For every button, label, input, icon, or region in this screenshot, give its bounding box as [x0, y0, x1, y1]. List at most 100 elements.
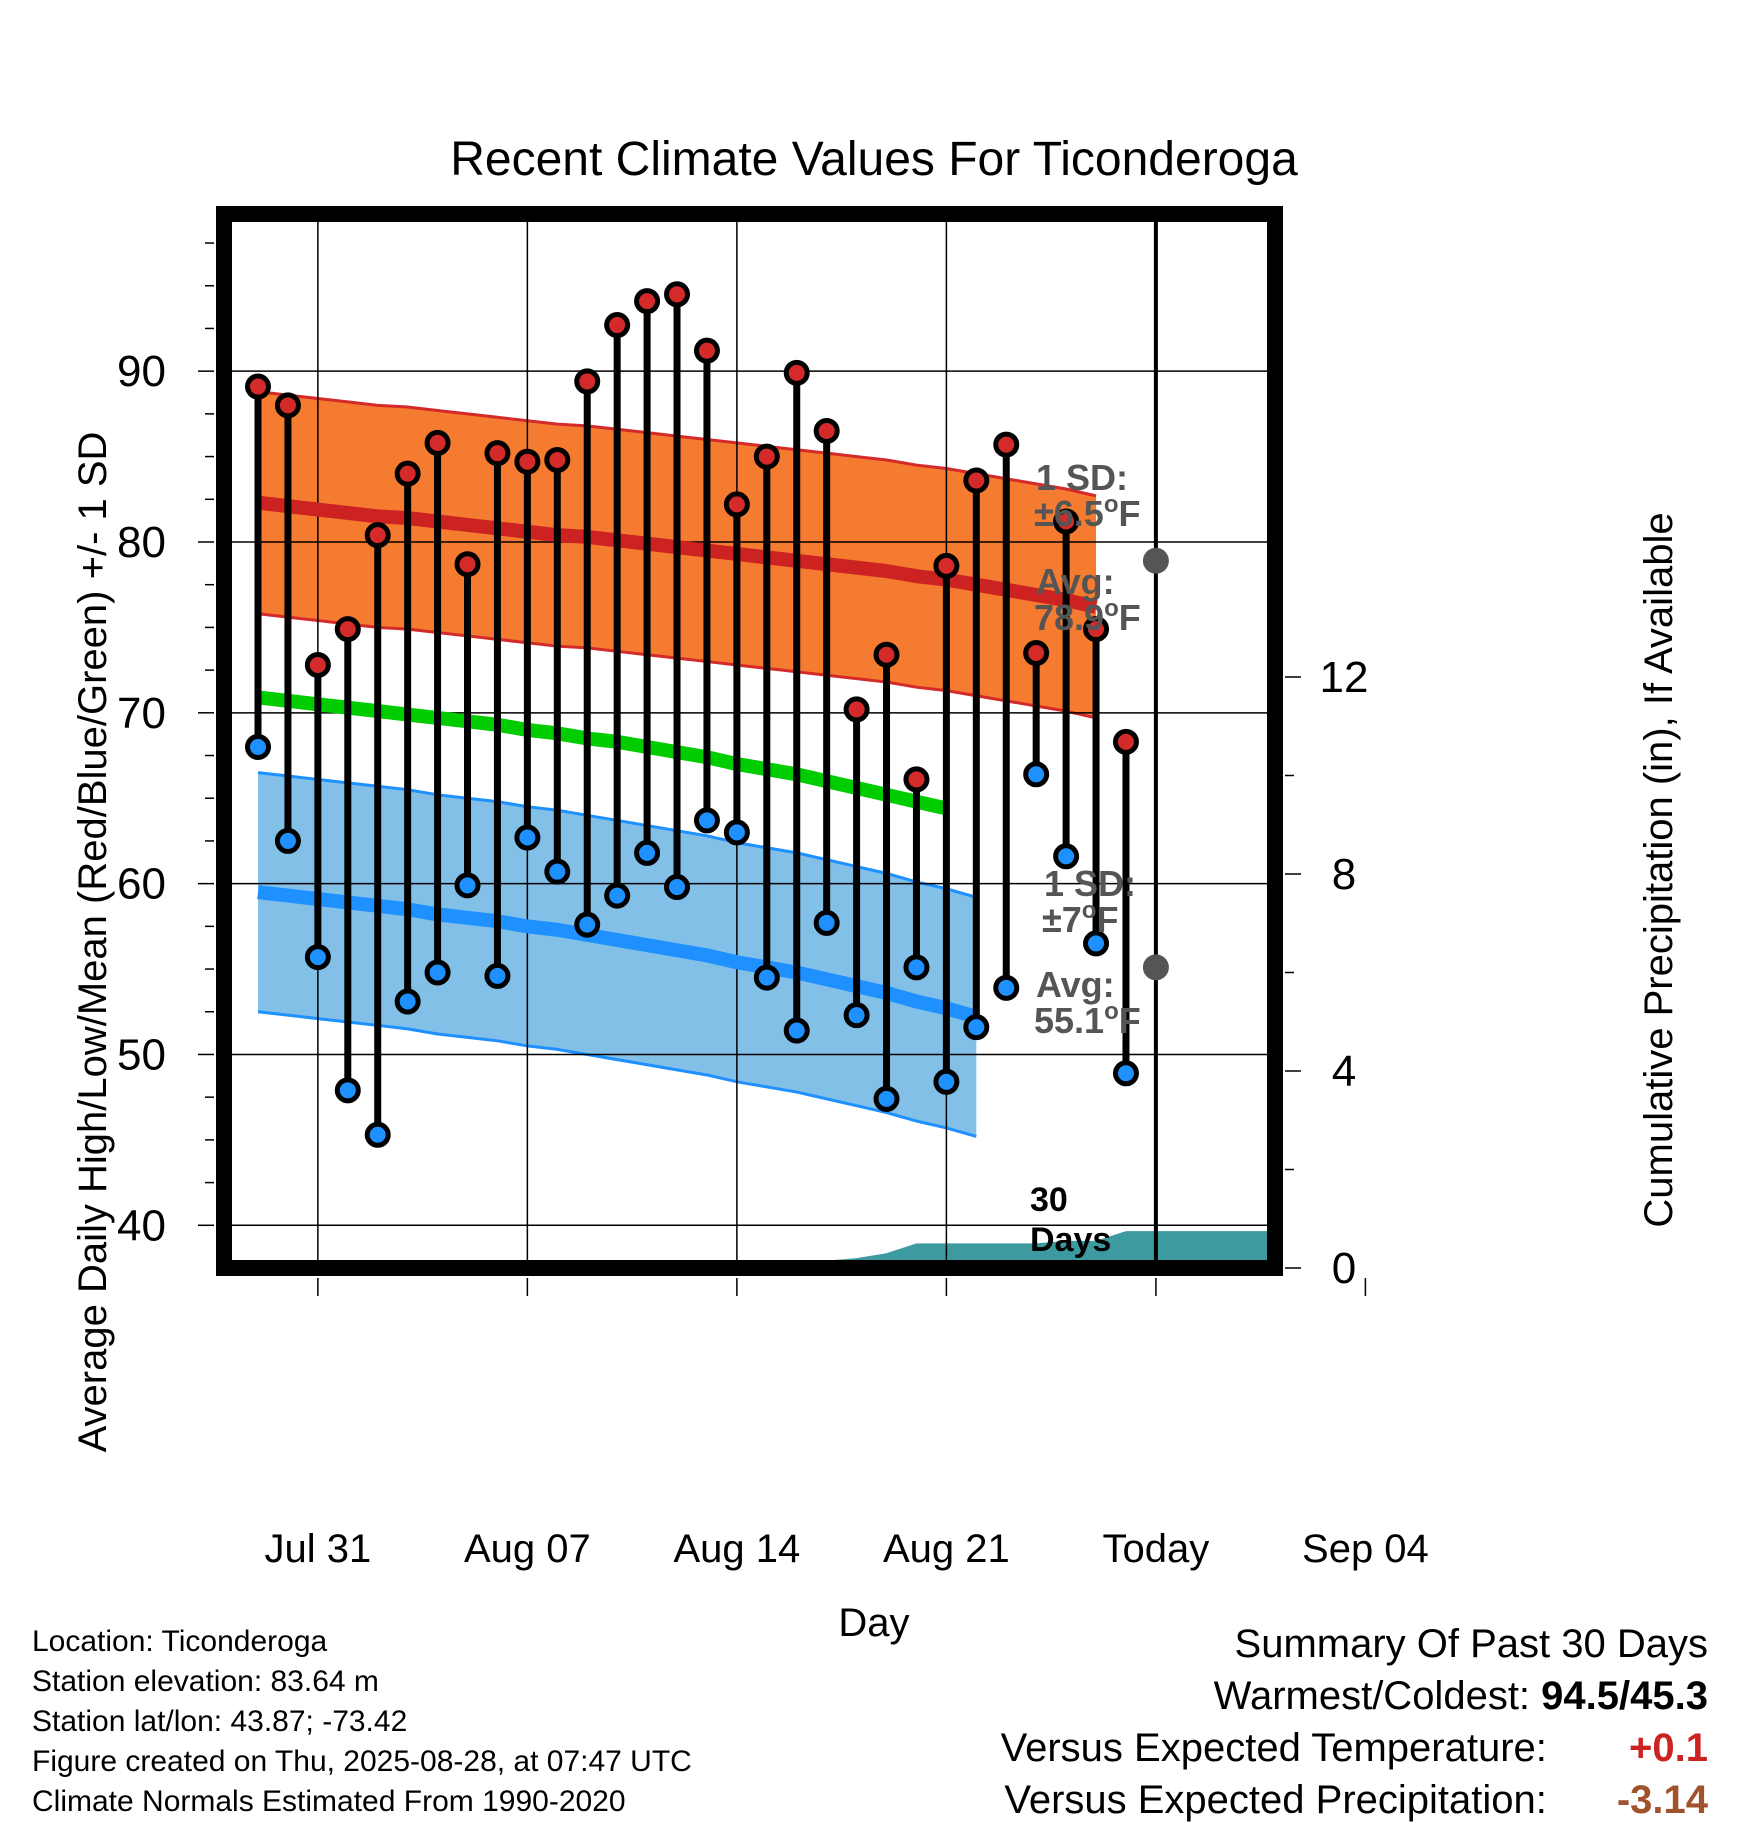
low-avg-value-unit: F	[1119, 1000, 1141, 1041]
info-normals: Climate Normals Estimated From 1990-2020	[32, 1785, 626, 1818]
daily-high-point	[963, 467, 990, 494]
low-avg-value-degree: o	[1104, 998, 1119, 1025]
daily-high-point	[574, 368, 601, 395]
high-avg-marker	[1142, 547, 1169, 574]
info-location: Location: Ticonderoga	[32, 1625, 328, 1658]
normal-mean-line	[257, 690, 948, 816]
low-avg-label: Avg:	[1036, 964, 1115, 1005]
daily-high-point	[933, 552, 960, 579]
info-created: Figure created on Thu, 2025-08-28, at 07…	[32, 1745, 692, 1778]
x-tick-label: Aug 07	[464, 1527, 591, 1571]
daily-low-point	[1023, 761, 1050, 788]
daily-high-point	[454, 551, 481, 578]
daily-high-point	[693, 337, 720, 364]
daily-low-point	[574, 911, 601, 938]
daily-low-point	[903, 954, 930, 981]
low-avg-marker	[1142, 954, 1169, 981]
daily-high-point	[274, 392, 301, 419]
daily-low-point	[544, 858, 571, 885]
daily-low-point	[334, 1077, 361, 1104]
days-label-1: 30	[1030, 1181, 1068, 1219]
warm-cold-value: 94.5/45.3	[1541, 1674, 1708, 1718]
low-sd-label: 1 SD:	[1044, 863, 1136, 904]
daily-high-point	[1083, 616, 1110, 643]
temp-label: Versus Expected Temperature:	[1000, 1726, 1547, 1770]
daily-high-point	[664, 281, 691, 308]
daily-high-point	[514, 448, 541, 475]
daily-high-point	[1023, 640, 1050, 667]
daily-high-point	[245, 373, 271, 400]
daily-high-point	[334, 616, 361, 643]
daily-low-point	[304, 944, 331, 971]
daily-low-point	[1053, 843, 1080, 870]
high-sd-value: ±6.5oF	[1034, 491, 1140, 534]
daily-low-point	[963, 1014, 990, 1041]
daily-low-point	[604, 882, 631, 909]
daily-high-point	[723, 491, 750, 518]
daily-low-point	[634, 839, 661, 866]
y-tick-label: 90	[117, 347, 166, 396]
summary-precip: Versus Expected Precipitation: -3.14	[1001, 1774, 1708, 1826]
daily-low-point	[1112, 1060, 1139, 1087]
high-sd-value-unit: F	[1118, 493, 1140, 534]
y-tick-label: 80	[117, 518, 166, 567]
x-tick-label: Jul 31	[264, 1527, 371, 1571]
daily-low-point	[364, 1121, 391, 1148]
high-avg-value-degree: o	[1104, 595, 1119, 622]
high-avg-value-unit: F	[1119, 597, 1141, 638]
y-tick-label: 60	[117, 860, 166, 909]
daily-low-point	[394, 988, 421, 1015]
daily-low-point	[484, 962, 511, 989]
high-avg-label: Avg:	[1036, 561, 1115, 602]
precip-value: -3.14	[1616, 1778, 1708, 1822]
low-sd-value-value: ±7	[1042, 899, 1082, 940]
high-avg-value-value: 78.9	[1034, 597, 1104, 638]
daily-low-point	[693, 807, 720, 834]
summary-heading: Summary Of Past 30 Days	[1234, 1622, 1708, 1666]
daily-low-point	[274, 827, 301, 854]
x-tick-label: Sep 04	[1302, 1527, 1429, 1571]
station-info: Location: Ticonderoga Station elevation:…	[32, 1622, 692, 1822]
plot-frame	[216, 206, 1283, 1276]
low-sd-value-degree: o	[1082, 897, 1097, 924]
high-sd-value-value: ±6.5	[1034, 493, 1104, 534]
info-elevation: Station elevation: 83.64 m	[32, 1665, 379, 1698]
plot-area	[224, 214, 1275, 1268]
high-sd-label: 1 SD:	[1036, 457, 1128, 498]
daily-low-point	[664, 874, 691, 901]
y2-tick-label: 0	[1332, 1244, 1356, 1293]
summary-panel: Summary Of Past 30 Days Warmest/Coldest:…	[1001, 1618, 1708, 1826]
summary-temp: Versus Expected Temperature: +0.1	[1001, 1722, 1708, 1774]
low-avg-value: 55.1oF	[1034, 998, 1141, 1041]
daily-high-point	[813, 417, 840, 444]
daily-low-point	[245, 733, 271, 760]
y2-tick-label: 12	[1320, 653, 1369, 702]
x-axis-label: Day	[838, 1601, 909, 1645]
daily-low-point	[723, 819, 750, 846]
y-axis-label: Average Daily High/Low/Mean (Red/Blue/Gr…	[71, 432, 115, 1453]
daily-high-point	[903, 766, 930, 793]
daily-low-point	[1083, 930, 1110, 957]
y-tick-label: 40	[117, 1201, 166, 1250]
warm-cold-label: Warmest/Coldest:	[1213, 1674, 1531, 1718]
info-latlon: Station lat/lon: 43.87; -73.42	[32, 1705, 408, 1738]
chart-title: Recent Climate Values For Ticonderoga	[450, 133, 1298, 186]
y-tick-label: 50	[117, 1030, 166, 1079]
daily-low-point	[424, 959, 451, 986]
daily-high-point	[484, 440, 511, 467]
daily-high-point	[604, 312, 631, 339]
daily-low-point	[933, 1068, 960, 1095]
daily-low-point	[454, 872, 481, 899]
high-sd-value-degree: o	[1104, 491, 1119, 518]
daily-high-point	[753, 443, 780, 470]
daily-low-point	[993, 974, 1020, 1001]
daily-low-point	[813, 909, 840, 936]
daily-low-point	[843, 1002, 870, 1029]
daily-high-point	[1053, 508, 1080, 535]
low-avg-value-value: 55.1	[1034, 1000, 1104, 1041]
daily-low-point	[514, 824, 541, 851]
daily-high-point	[843, 696, 870, 723]
temp-value: +0.1	[1629, 1726, 1708, 1770]
daily-low-point	[873, 1085, 900, 1112]
